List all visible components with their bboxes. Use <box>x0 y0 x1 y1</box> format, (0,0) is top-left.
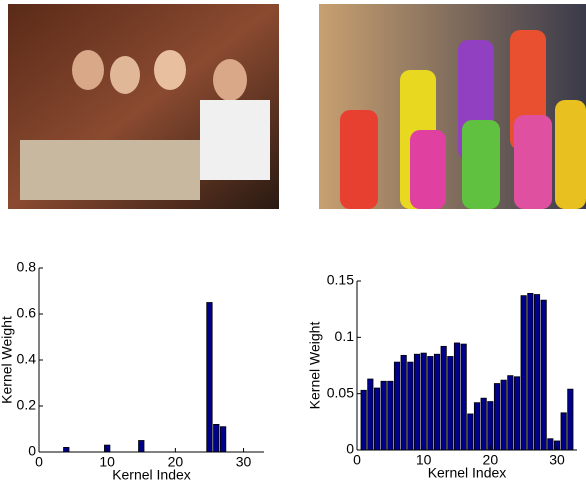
x-tick-label: 30 <box>236 454 252 470</box>
bar <box>541 300 546 450</box>
y-tick-label: 0.15 <box>327 272 354 288</box>
bar <box>64 447 69 452</box>
y-tick-label: 0.8 <box>17 259 37 275</box>
bar <box>428 356 433 450</box>
y-tick-label: 0.2 <box>17 397 37 413</box>
bar <box>461 344 466 450</box>
bar <box>139 441 144 453</box>
y-tick-label: 0.05 <box>327 384 354 400</box>
bar <box>488 402 493 450</box>
x-tick-label: 30 <box>549 452 565 468</box>
bar <box>474 403 479 450</box>
y-tick-label: 0.1 <box>335 328 355 344</box>
bar <box>481 398 486 450</box>
x-axis-label: Kernel Index <box>428 465 507 481</box>
x-tick-label: 0 <box>353 452 361 468</box>
bar <box>494 384 499 450</box>
bar <box>514 377 519 450</box>
bar <box>468 414 473 450</box>
bar <box>381 381 386 450</box>
bar <box>561 413 566 450</box>
y-axis-label: Kernel Weight <box>0 316 15 404</box>
x-axis-label: Kernel Index <box>112 467 191 482</box>
bar <box>401 355 406 450</box>
bar <box>528 293 533 450</box>
bar <box>394 362 399 450</box>
bar <box>548 439 553 450</box>
bar <box>408 362 413 450</box>
bar <box>441 346 446 450</box>
bar <box>374 388 379 450</box>
photo-bottles <box>319 4 586 209</box>
bar <box>388 381 393 450</box>
bar <box>414 354 419 450</box>
y-tick-label: 0.4 <box>17 351 37 367</box>
bar <box>501 380 506 450</box>
bar <box>214 424 219 452</box>
bar <box>521 296 526 450</box>
bar <box>421 353 426 450</box>
photo-dinner <box>8 4 279 209</box>
bar <box>207 303 212 453</box>
bar <box>368 379 373 450</box>
bar <box>568 389 573 450</box>
bar <box>448 356 453 450</box>
bar <box>361 390 366 450</box>
bar <box>434 354 439 450</box>
y-tick-label: 0.6 <box>17 305 37 321</box>
bar <box>508 376 513 450</box>
bar <box>220 427 225 452</box>
figure: 00.20.40.60.80102030Kernel IndexKernel W… <box>0 0 586 482</box>
bar <box>534 295 539 450</box>
x-tick-label: 0 <box>35 454 43 470</box>
bar <box>454 343 459 450</box>
y-axis-label: Kernel Weight <box>307 322 323 410</box>
